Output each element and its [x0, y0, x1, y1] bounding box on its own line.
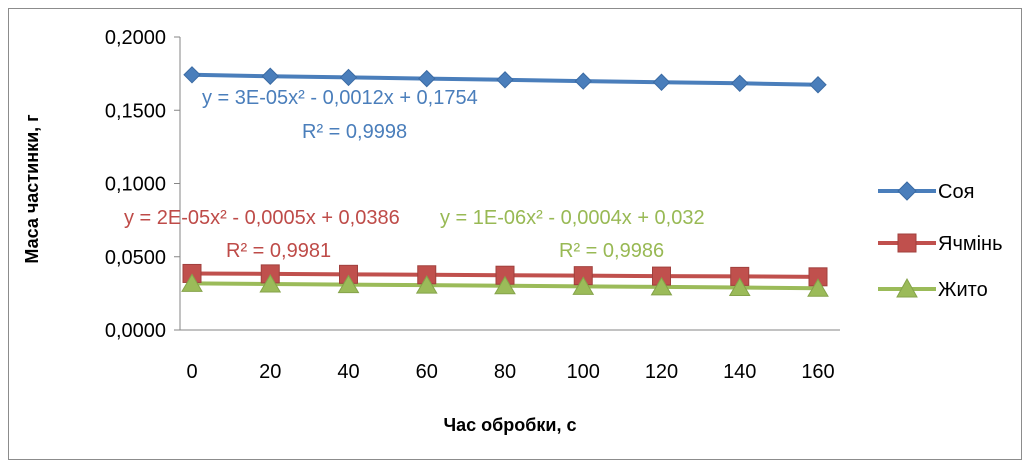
diamond-marker-icon — [897, 181, 917, 201]
data-point-soya — [574, 72, 592, 90]
y-tick-label: 0,0500 — [105, 247, 166, 269]
data-point-soya — [652, 73, 671, 91]
data-point-rye — [572, 276, 595, 295]
data-point-soya — [809, 76, 827, 94]
soya-equation-label: y = 3E-05x² - 0,0012x + 0,1754 — [202, 87, 478, 109]
legend-label-soya: Соя — [938, 181, 974, 203]
data-point-soya — [261, 67, 279, 85]
x-tick-label: 60 — [416, 361, 438, 383]
y-axis-title: Маса частинки, г — [22, 114, 42, 264]
x-tick-label: 120 — [645, 361, 678, 383]
triangle-marker-icon — [896, 277, 918, 298]
data-point-soya — [731, 74, 749, 93]
data-point-soya — [183, 66, 201, 84]
x-tick-label: 100 — [567, 361, 600, 383]
square-marker-icon — [897, 233, 917, 253]
legend-item-rye: Жито — [878, 277, 988, 301]
chart-frame — [8, 8, 1022, 460]
data-point-rye — [181, 273, 203, 292]
x-axis-title: Час обробки, с — [444, 415, 577, 435]
rye-equation-label: y = 1E-06x² - 0,0004x + 0,032 — [440, 207, 705, 229]
data-point-rye — [494, 275, 516, 295]
barley-equation-label: y = 2E-05x² - 0,0005x + 0,0386 — [124, 207, 400, 229]
data-point-rye — [807, 278, 829, 297]
y-tick-label: 0,0000 — [105, 320, 166, 342]
soya-r2-label: R² = 0,9998 — [302, 121, 407, 143]
legend-label-barley: Ячмінь — [938, 233, 1003, 255]
legend-label-rye: Жито — [938, 279, 988, 301]
x-tick-label: 0 — [186, 361, 197, 383]
y-tick-label: 0,1500 — [105, 100, 166, 122]
barley-r2-label: R² = 0,9981 — [226, 240, 331, 262]
x-tick-label: 40 — [337, 361, 359, 383]
data-point-rye — [728, 277, 751, 297]
data-point-rye — [259, 274, 282, 293]
data-point-rye — [337, 274, 360, 294]
data-point-soya — [339, 68, 358, 87]
series-markers — [181, 66, 829, 297]
x-tick-label: 80 — [494, 361, 516, 383]
data-point-soya — [496, 71, 514, 89]
y-tick-label: 0,1000 — [105, 174, 166, 196]
rye-r2-label: R² = 0,9986 — [559, 240, 664, 262]
y-tick-label: 0,2000 — [105, 27, 166, 49]
legend: Соя Ячмінь Жито — [878, 181, 1003, 301]
x-tick-label: 20 — [259, 361, 281, 383]
y-ticks: 0,0000 0,0500 0,1000 0,1500 0,2000 — [105, 27, 180, 342]
data-point-rye — [650, 276, 673, 296]
x-ticks: 0 20 40 60 80 100 120 140 160 — [186, 361, 834, 383]
x-tick-label: 140 — [723, 361, 756, 383]
x-tick-label: 160 — [801, 361, 834, 383]
data-point-rye — [415, 275, 438, 294]
data-point-soya — [418, 69, 436, 88]
legend-item-barley: Ячмінь — [878, 233, 1003, 255]
legend-item-soya: Соя — [878, 181, 974, 203]
